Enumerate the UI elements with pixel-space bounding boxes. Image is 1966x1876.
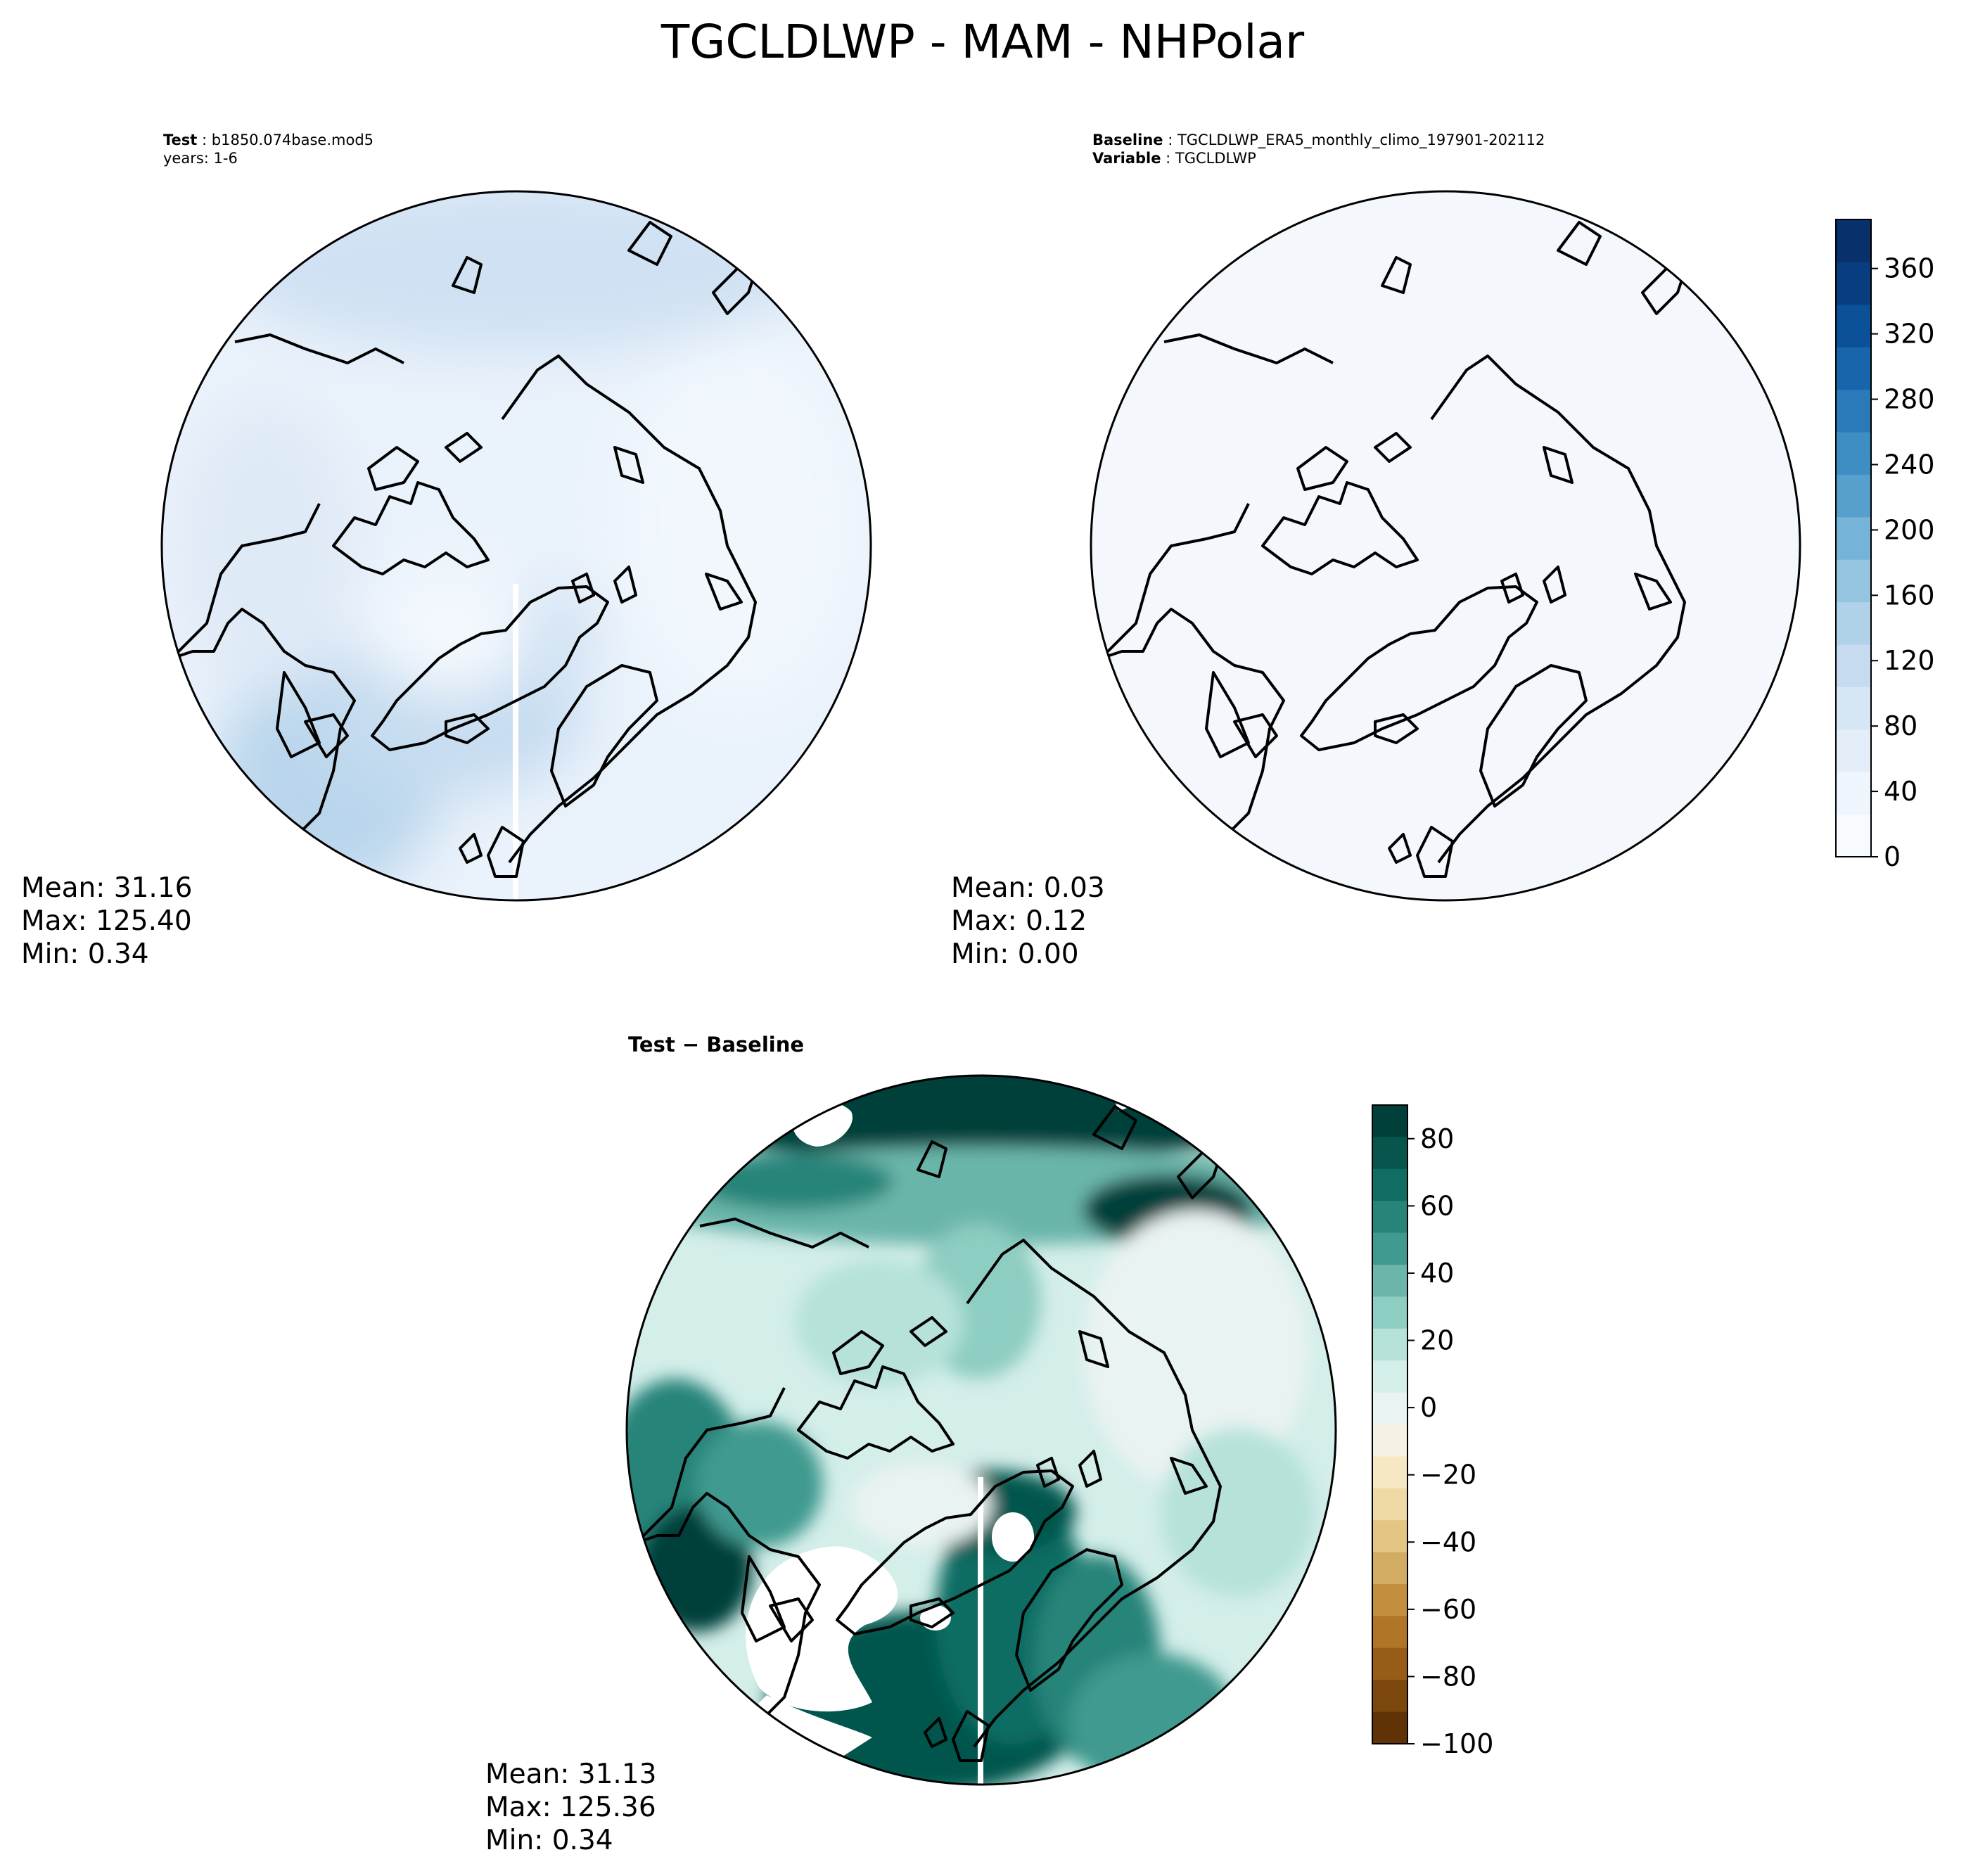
baseline-variable-bold: Variable <box>1092 150 1161 167</box>
diverging-colorbar-tick-label: 80 <box>1420 1123 1454 1154</box>
test-max: Max: 125.40 <box>21 905 192 937</box>
baseline-map-boundary <box>1090 190 1801 902</box>
diverging-colorbar-segment <box>1372 1616 1408 1649</box>
blues-colorbar-tick-label: 320 <box>1884 319 1935 350</box>
blues-colorbar-tick-label: 200 <box>1884 514 1935 545</box>
diverging-colorbar-tick-label: 20 <box>1420 1325 1454 1356</box>
blues-colorbar: 0 40 80 120 160 200 240 280 320 360 <box>1835 219 1935 872</box>
test-min: Min: 0.34 <box>21 938 149 970</box>
diverging-colorbar-segment <box>1372 1168 1408 1201</box>
blues-colorbar-segment <box>1836 559 1871 603</box>
diverging-colorbar-tick-label: −100 <box>1420 1728 1493 1759</box>
diverging-colorbar-frame <box>1372 1104 1408 1744</box>
diverging-colorbar-tick-label: 60 <box>1420 1190 1454 1221</box>
blues-colorbar-segment <box>1836 516 1871 560</box>
blues-colorbar-tick-label: 240 <box>1884 449 1935 480</box>
diff-map <box>627 1076 1336 1785</box>
diverging-colorbar-tick-label: −20 <box>1420 1460 1476 1491</box>
blues-colorbar-segment <box>1836 474 1871 518</box>
test-label-bold: Test <box>163 132 197 148</box>
blues-colorbar-segment <box>1836 432 1871 475</box>
test-years: years: 1-6 <box>163 150 238 167</box>
blues-colorbar-tick-label: 80 <box>1884 710 1917 741</box>
test-label: Test : b1850.074base.mod5 <box>163 132 374 148</box>
blues-colorbar-segment <box>1836 389 1871 433</box>
diverging-colorbar-segment <box>1372 1265 1408 1297</box>
baseline-map <box>1091 191 1800 900</box>
baseline-variable-value: TGCLDLWP <box>1175 150 1256 167</box>
baseline-label-bold: Baseline <box>1092 132 1163 148</box>
diverging-colorbar-tick-label: 0 <box>1420 1392 1437 1423</box>
diverging-colorbar-segment <box>1372 1424 1408 1457</box>
diverging-colorbar-segment <box>1372 1201 1408 1234</box>
diverging-colorbar-segment <box>1372 1137 1408 1170</box>
diverging-colorbar-tick-label: −80 <box>1420 1661 1476 1692</box>
diff-label: Test − Baseline <box>628 1033 804 1057</box>
blues-colorbar-tick-label: 0 <box>1884 841 1901 872</box>
diverging-colorbar-segment <box>1372 1232 1408 1265</box>
blues-colorbar-segment <box>1836 644 1871 687</box>
diverging-colorbar-tick-label: −40 <box>1420 1526 1476 1557</box>
test-mean: Mean: 31.16 <box>21 872 192 904</box>
diverging-colorbar-segment <box>1372 1520 1408 1553</box>
diff-panel: Test − Baseline <box>485 1033 1337 1856</box>
test-label-value: b1850.074base.mod5 <box>212 132 374 148</box>
baseline-min: Min: 0.00 <box>951 938 1079 970</box>
blues-colorbar-frame <box>1835 219 1872 857</box>
diff-min: Min: 0.34 <box>485 1825 613 1856</box>
diverging-colorbar-segment <box>1372 1456 1408 1489</box>
blues-colorbar-tick-label: 280 <box>1884 384 1935 415</box>
baseline-variable: Variable : TGCLDLWP <box>1092 150 1256 167</box>
blues-colorbar-tick-label: 360 <box>1884 253 1935 284</box>
blues-colorbar-segment <box>1836 304 1871 347</box>
diverging-colorbar-segment <box>1372 1488 1408 1521</box>
blues-colorbar-segment <box>1836 347 1871 390</box>
baseline-panel: Baseline : TGCLDLWP_ERA5_monthly_climo_1… <box>951 132 1801 970</box>
diverging-colorbar-segment <box>1372 1711 1408 1744</box>
diverging-colorbar: 80 60 40 20 0 −20 −40 −60 −80 −100 <box>1372 1104 1493 1759</box>
blues-colorbar-tick-label: 40 <box>1884 776 1917 807</box>
baseline-max: Max: 0.12 <box>951 905 1087 937</box>
blues-colorbar-tick-label: 160 <box>1884 580 1935 611</box>
baseline-mean: Mean: 0.03 <box>951 872 1105 904</box>
diverging-colorbar-segment <box>1372 1392 1408 1425</box>
diverging-colorbar-segment <box>1372 1360 1408 1393</box>
baseline-label-value: TGCLDLWP_ERA5_monthly_climo_197901-20211… <box>1177 132 1545 149</box>
diverging-colorbar-segment <box>1372 1552 1408 1585</box>
blues-colorbar-tick-label: 120 <box>1884 645 1935 676</box>
blues-colorbar-segment <box>1836 601 1871 645</box>
blues-colorbar-segment <box>1836 814 1871 857</box>
diff-map-boundary <box>625 1074 1337 1786</box>
blues-colorbar-segment <box>1836 687 1871 730</box>
test-map-boundary <box>160 190 872 902</box>
diff-max: Max: 125.36 <box>485 1792 656 1823</box>
blues-colorbar-segment <box>1836 772 1871 815</box>
diverging-colorbar-segment <box>1372 1296 1408 1329</box>
diverging-colorbar-segment <box>1372 1105 1408 1137</box>
diverging-colorbar-tick-label: 40 <box>1420 1258 1454 1289</box>
diverging-colorbar-segment <box>1372 1584 1408 1616</box>
blues-colorbar-segment <box>1836 262 1871 305</box>
diverging-colorbar-tick-label: −60 <box>1420 1594 1476 1625</box>
baseline-label: Baseline : TGCLDLWP_ERA5_monthly_climo_1… <box>1092 132 1545 149</box>
diverging-colorbar-segment <box>1372 1680 1408 1713</box>
diverging-colorbar-segment <box>1372 1328 1408 1361</box>
figure-title: TGCLDLWP - MAM - NHPolar <box>660 15 1305 69</box>
test-map <box>162 191 871 900</box>
blues-colorbar-segment <box>1836 219 1871 262</box>
blues-colorbar-segment <box>1836 729 1871 772</box>
diff-mean: Mean: 31.13 <box>485 1759 656 1790</box>
test-panel: Test : b1850.074base.mod5 years: 1-6 Mea… <box>21 132 872 970</box>
diverging-colorbar-segment <box>1372 1647 1408 1680</box>
